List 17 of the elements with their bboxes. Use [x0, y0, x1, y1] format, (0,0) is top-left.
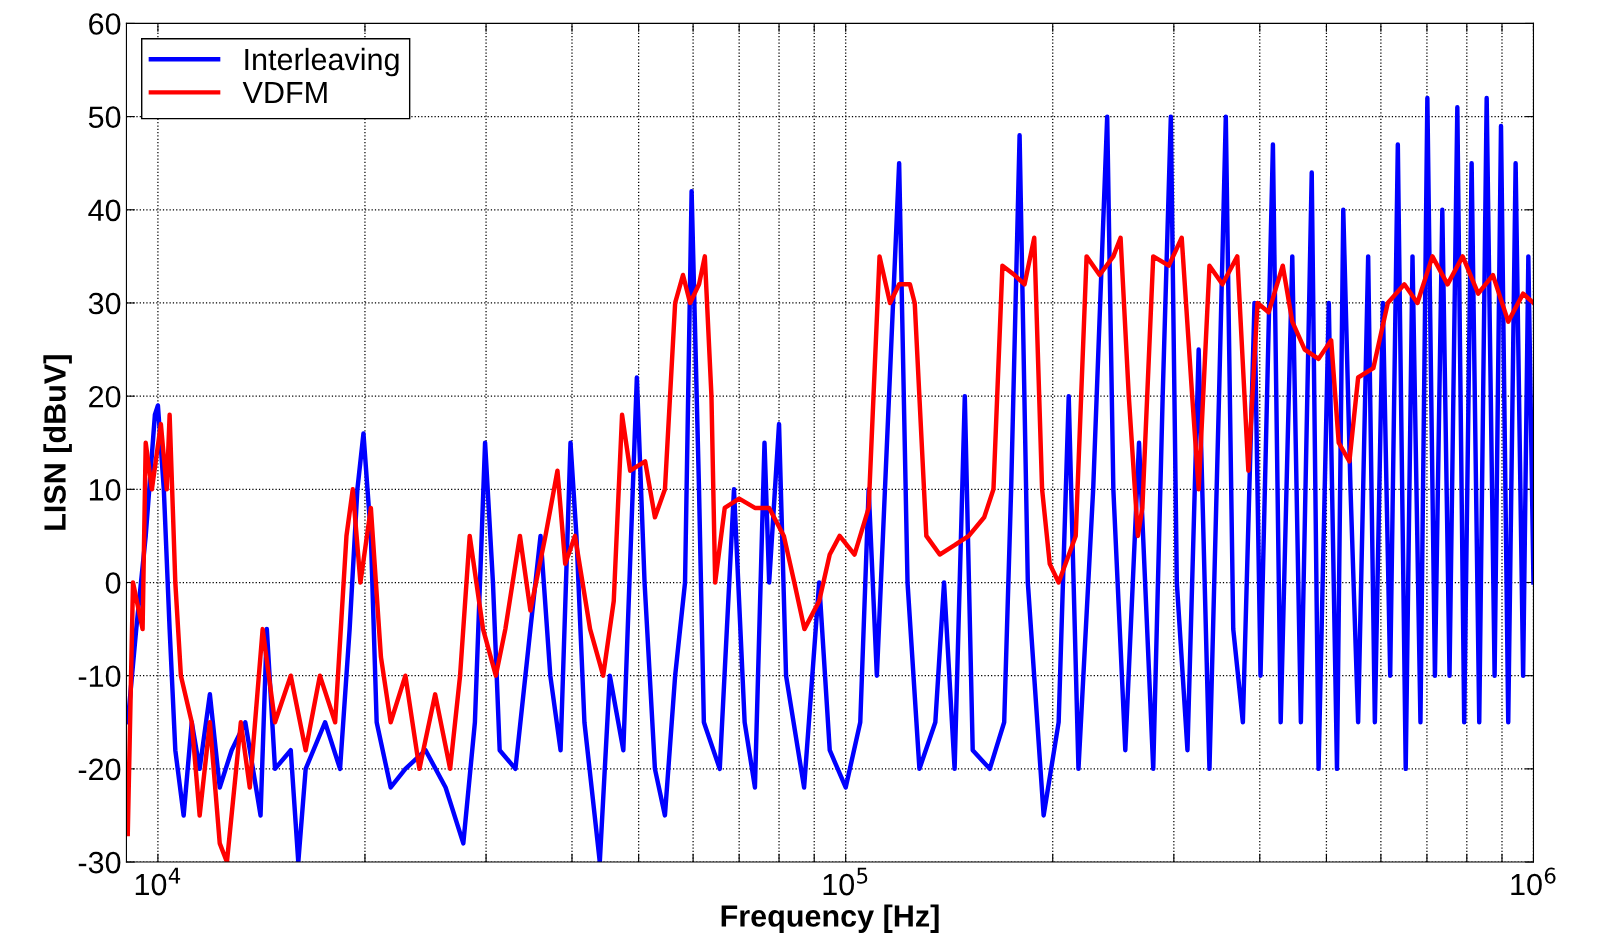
y-tick-label: -20 [78, 758, 121, 781]
y-axis-title: LISN [dBuV] [43, 355, 72, 530]
y-tick-label: 40 [88, 199, 121, 222]
x-tick-label: 10$^{4}$ [135, 867, 181, 896]
y-tick-label: 30 [88, 292, 121, 315]
legend-label: VDFM [242, 82, 327, 104]
y-tick-label: -30 [78, 851, 121, 874]
x-tick-label: 10$^{6}$ [1511, 867, 1556, 896]
y-tick-label: 10 [89, 479, 121, 501]
y-tick-label: 50 [88, 106, 121, 128]
y-tick-label: -10 [78, 665, 121, 688]
y-tick-label: 60 [89, 13, 121, 35]
legend-label: Interleaving [245, 47, 399, 77]
y-tick-label: 0 [105, 572, 121, 594]
x-axis-title: Frequency [Hz] [721, 904, 939, 933]
x-tick-label: 10$^{5}$ [823, 867, 868, 896]
y-tick-label: 20 [89, 385, 121, 408]
